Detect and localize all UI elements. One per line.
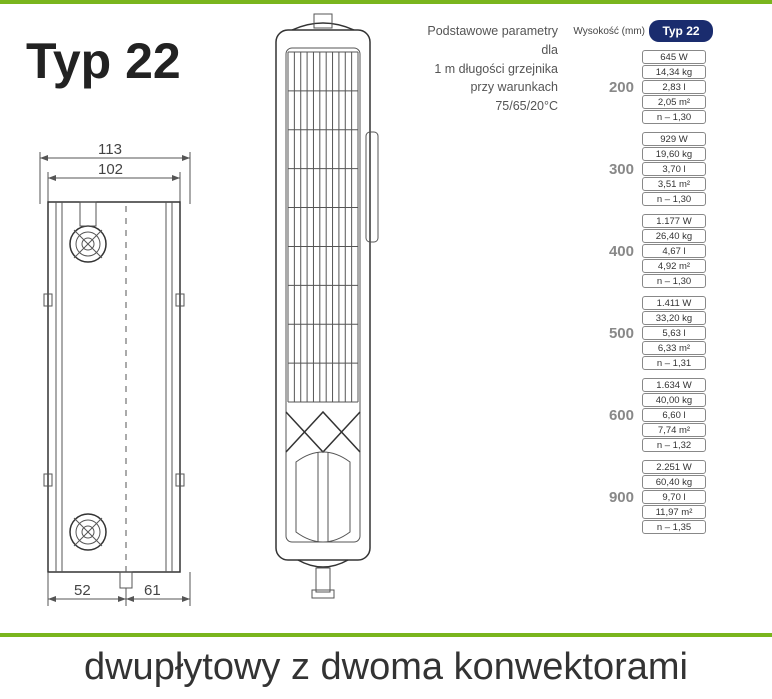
- table-cell: 929 W: [642, 132, 706, 146]
- params-line4: 75/65/20°C: [412, 97, 558, 116]
- table-group: 6001.634 W40,00 kg6,60 l7,74 m²n – 1,32: [564, 378, 713, 452]
- table-cell: 6,60 l: [642, 408, 706, 422]
- table-cell: 2,05 m²: [642, 95, 706, 109]
- side-view-diagram: 113 102: [26, 144, 206, 619]
- table-cell: 3,70 l: [642, 162, 706, 176]
- params-text-block: Podstawowe parametry dla 1 m długości gr…: [408, 12, 558, 619]
- table-cell: 3,51 m²: [642, 177, 706, 191]
- table-group: 9002.251 W60,40 kg9,70 l11,97 m²n – 1,35: [564, 460, 713, 534]
- table-cell: n – 1,30: [642, 192, 706, 206]
- table-cell: 11,97 m²: [642, 505, 706, 519]
- table-cell: 40,00 kg: [642, 393, 706, 407]
- table-cell: 33,20 kg: [642, 311, 706, 325]
- params-line2: 1 m długości grzejnika: [412, 60, 558, 79]
- params-line1: Podstawowe parametry dla: [412, 22, 558, 60]
- table-cell: 645 W: [642, 50, 706, 64]
- table-cell: 4,92 m²: [642, 259, 706, 273]
- table-header-label: Wysokość (mm): [564, 26, 649, 37]
- top-view-diagram: [238, 12, 408, 619]
- table-header-badge: Typ 22: [649, 20, 713, 42]
- dim-113: 113: [98, 144, 122, 158]
- table-cell: n – 1,35: [642, 520, 706, 534]
- table-cell: 7,74 m²: [642, 423, 706, 437]
- table-height-label: 400: [564, 214, 642, 288]
- table-cell: 5,63 l: [642, 326, 706, 340]
- table-cell: n – 1,30: [642, 274, 706, 288]
- bottom-green-bar: [0, 633, 772, 637]
- table-cell: 6,33 m²: [642, 341, 706, 355]
- dim-52: 52: [74, 582, 91, 599]
- table-group: 4001.177 W26,40 kg4,67 l4,92 m²n – 1,30: [564, 214, 713, 288]
- table-cell: 4,67 l: [642, 244, 706, 258]
- table-cell: 2,83 l: [642, 80, 706, 94]
- table-group: 300929 W19,60 kg3,70 l3,51 m²n – 1,30: [564, 132, 713, 206]
- table-height-label: 300: [564, 132, 642, 206]
- table-cell: 2.251 W: [642, 460, 706, 474]
- table-group: 5001.411 W33,20 kg5,63 l6,33 m²n – 1,31: [564, 296, 713, 370]
- spec-table: Wysokość (mm) Typ 22 200645 W14,34 kg2,8…: [558, 12, 713, 619]
- table-height-label: 500: [564, 296, 642, 370]
- params-line3: przy warunkach: [412, 78, 558, 97]
- table-cell: 1.411 W: [642, 296, 706, 310]
- left-column: Typ 22 113 102: [26, 12, 226, 619]
- table-cell: 1.177 W: [642, 214, 706, 228]
- dim-61: 61: [144, 582, 161, 599]
- page-title: Typ 22: [26, 32, 226, 90]
- footer-text: dwupłytowy z dwoma konwektorami: [0, 646, 772, 689]
- table-cell: n – 1,32: [642, 438, 706, 452]
- table-group: 200645 W14,34 kg2,83 l2,05 m²n – 1,30: [564, 50, 713, 124]
- table-height-label: 600: [564, 378, 642, 452]
- main-content: Typ 22 113 102: [0, 4, 772, 619]
- table-cell: 60,40 kg: [642, 475, 706, 489]
- table-height-label: 200: [564, 50, 642, 124]
- table-cell: n – 1,31: [642, 356, 706, 370]
- table-cell: 1.634 W: [642, 378, 706, 392]
- table-cell: 19,60 kg: [642, 147, 706, 161]
- table-height-label: 900: [564, 460, 642, 534]
- dim-102: 102: [98, 161, 123, 178]
- table-cell: 14,34 kg: [642, 65, 706, 79]
- table-cell: 26,40 kg: [642, 229, 706, 243]
- table-cell: 9,70 l: [642, 490, 706, 504]
- table-cell: n – 1,30: [642, 110, 706, 124]
